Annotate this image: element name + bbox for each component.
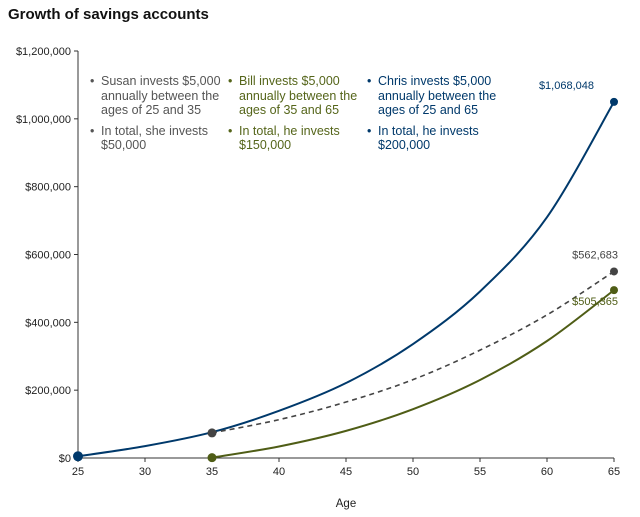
annotation-bill: Bill invests $5,000 annually between the… [228,74,360,159]
y-tick-label: $1,200,000 [16,46,71,58]
y-tick-label: $800,000 [25,182,71,194]
annotation-susan-line-2: In total, she invests $50,000 [90,124,222,153]
end-value-label-susan: $562,683 [572,249,618,261]
end-point-susan [610,267,618,276]
start-point-bill [207,453,217,463]
x-tick-label: 55 [474,466,486,478]
y-tick-label: $0 [59,453,71,465]
series-line-susan [211,270,615,434]
x-axis-title: Age [336,498,356,510]
x-tick-label: 30 [139,466,151,478]
series-line-chris [77,101,615,458]
start-point-susan [207,428,217,438]
chart-title: Growth of savings accounts [8,6,209,23]
annotation-susan-line-1: Susan invests $5,000 annually between th… [90,74,222,118]
annotation-chris: Chris invests $5,000 annually between th… [367,74,499,159]
end-value-label-chris: $1,068,048 [539,80,594,92]
end-point-bill [610,286,618,295]
x-tick-label: 65 [608,466,620,478]
x-tick-label: 40 [273,466,285,478]
end-point-chris [610,97,618,106]
x-tick-label: 50 [407,466,419,478]
x-tick-label: 60 [541,466,553,478]
annotation-susan: Susan invests $5,000 annually between th… [90,74,222,159]
annotation-bill-line-1: Bill invests $5,000 annually between the… [228,74,360,118]
y-tick-label: $600,000 [25,250,71,262]
annotation-bill-line-2: In total, he invests $150,000 [228,124,360,153]
x-tick-label: 45 [340,466,352,478]
start-point-chris [73,451,83,462]
annotation-chris-line-2: In total, he invests $200,000 [367,124,499,153]
x-tick-label: 35 [206,466,218,478]
series-line-bill [211,289,615,459]
annotation-chris-line-1: Chris invests $5,000 annually between th… [367,74,499,118]
y-tick-label: $1,000,000 [16,114,71,126]
y-tick-label: $200,000 [25,385,71,397]
y-tick-label: $400,000 [25,317,71,329]
x-tick-label: 25 [72,466,84,478]
end-value-label-bill: $505,365 [572,296,618,308]
